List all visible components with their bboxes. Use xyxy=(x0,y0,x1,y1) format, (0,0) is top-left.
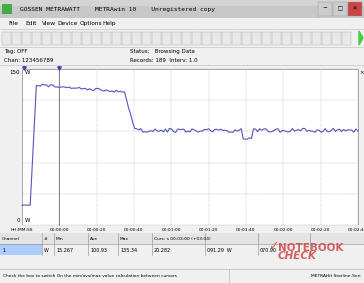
Bar xyxy=(42,32,51,45)
Bar xyxy=(142,32,151,45)
Bar xyxy=(0,47,364,65)
Text: ✓: ✓ xyxy=(268,240,278,253)
Bar xyxy=(112,32,121,45)
Bar xyxy=(0,0,364,18)
Bar xyxy=(0,0,364,6)
Bar xyxy=(52,32,61,45)
Text: 00:00:40: 00:00:40 xyxy=(124,228,144,232)
Text: 091.29  W: 091.29 W xyxy=(207,248,232,252)
Text: ─: ─ xyxy=(322,7,328,12)
Bar xyxy=(62,32,71,45)
Text: ×: × xyxy=(359,70,364,75)
Bar xyxy=(2,32,11,45)
Text: Chan: 123456789: Chan: 123456789 xyxy=(4,57,54,63)
Text: Options: Options xyxy=(80,21,103,26)
Text: Channel: Channel xyxy=(2,237,20,241)
Text: 00:01:40: 00:01:40 xyxy=(236,228,256,232)
Bar xyxy=(212,32,221,45)
Text: METRAHit Starline-Seri: METRAHit Starline-Seri xyxy=(311,274,361,278)
Text: Status:   Browsing Data: Status: Browsing Data xyxy=(130,50,195,55)
Bar xyxy=(22,32,31,45)
Text: 15.267: 15.267 xyxy=(56,248,73,252)
Text: Ave: Ave xyxy=(90,237,98,241)
Text: Max: Max xyxy=(120,237,129,241)
Text: 150: 150 xyxy=(9,70,20,75)
Bar xyxy=(272,32,281,45)
Bar xyxy=(0,244,42,255)
Bar xyxy=(102,32,111,45)
Text: View: View xyxy=(42,21,56,26)
Text: Help: Help xyxy=(102,21,116,26)
Bar xyxy=(0,18,364,29)
Text: 0: 0 xyxy=(16,218,20,223)
Text: Device: Device xyxy=(57,21,78,26)
Bar xyxy=(348,2,362,16)
Bar xyxy=(172,32,181,45)
Text: W: W xyxy=(44,248,49,252)
Text: W: W xyxy=(25,70,31,75)
Text: 070.90: 070.90 xyxy=(260,248,277,252)
Bar xyxy=(332,32,341,45)
Text: 100.93: 100.93 xyxy=(90,248,107,252)
Bar xyxy=(192,32,201,45)
Bar xyxy=(0,29,364,47)
Text: ✕: ✕ xyxy=(351,7,359,12)
Text: GOSSEN METRAWATT    METRAwin 10    Unregistered copy: GOSSEN METRAWATT METRAwin 10 Unregistere… xyxy=(20,7,215,12)
Bar xyxy=(12,32,21,45)
Text: 00:00:20: 00:00:20 xyxy=(87,228,106,232)
Text: 00:00:00: 00:00:00 xyxy=(50,228,69,232)
Text: File: File xyxy=(8,21,18,26)
Text: 00:02:00: 00:02:00 xyxy=(274,228,293,232)
Text: □: □ xyxy=(336,7,344,12)
Bar xyxy=(0,269,364,283)
Bar xyxy=(32,32,41,45)
Text: 1: 1 xyxy=(2,248,5,252)
Text: 00:01:00: 00:01:00 xyxy=(162,228,181,232)
Text: 00:01:20: 00:01:20 xyxy=(199,228,218,232)
Bar xyxy=(132,32,141,45)
Bar xyxy=(282,32,291,45)
Text: 00:02:20: 00:02:20 xyxy=(311,228,331,232)
Bar xyxy=(242,32,251,45)
Bar xyxy=(342,32,351,45)
Bar xyxy=(122,32,131,45)
Bar xyxy=(152,32,161,45)
Text: Curs: s 00:03:00 (+03:04): Curs: s 00:03:00 (+03:04) xyxy=(154,237,211,241)
Bar xyxy=(252,32,261,45)
Bar xyxy=(0,225,364,255)
Bar xyxy=(162,32,171,45)
Text: #: # xyxy=(44,237,48,241)
Bar xyxy=(322,32,331,45)
Bar xyxy=(232,32,241,45)
Bar xyxy=(0,233,364,244)
Bar xyxy=(302,32,311,45)
Bar xyxy=(333,2,347,16)
Polygon shape xyxy=(359,31,363,45)
Text: Tag: OFF: Tag: OFF xyxy=(4,50,28,55)
Text: Check the box to switch On the min/avs/max value calculation between cursors: Check the box to switch On the min/avs/m… xyxy=(3,274,177,278)
Bar xyxy=(92,32,101,45)
Bar xyxy=(22,69,358,225)
Text: 20.282: 20.282 xyxy=(154,248,171,252)
Text: W: W xyxy=(25,218,31,223)
Text: 00:02:40: 00:02:40 xyxy=(348,228,364,232)
Bar xyxy=(182,32,191,45)
Text: 135.34: 135.34 xyxy=(120,248,137,252)
Bar xyxy=(82,32,91,45)
Bar xyxy=(312,32,321,45)
Text: Edit: Edit xyxy=(25,21,36,26)
Bar xyxy=(202,32,211,45)
Bar xyxy=(262,32,271,45)
Text: HH:MM:SS: HH:MM:SS xyxy=(11,228,33,232)
Text: NOTEBOOK: NOTEBOOK xyxy=(278,243,343,253)
Bar xyxy=(292,32,301,45)
Text: CHECK: CHECK xyxy=(278,251,317,261)
Bar xyxy=(72,32,81,45)
Bar xyxy=(318,2,332,16)
Bar xyxy=(2,4,12,14)
Bar xyxy=(222,32,231,45)
Text: Records: 189  Interv: 1.0: Records: 189 Interv: 1.0 xyxy=(130,57,198,63)
Text: Min: Min xyxy=(56,237,64,241)
